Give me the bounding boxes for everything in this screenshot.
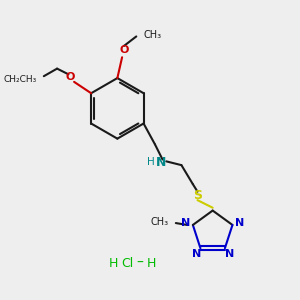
Text: N: N — [192, 249, 202, 259]
Text: N: N — [155, 156, 166, 169]
Text: CH₂CH₃: CH₂CH₃ — [3, 74, 36, 83]
Text: –: – — [136, 256, 143, 270]
Text: O: O — [66, 72, 75, 82]
Text: H: H — [109, 257, 118, 270]
Text: Cl: Cl — [122, 257, 134, 270]
Text: CH₃: CH₃ — [144, 30, 162, 40]
Text: S: S — [193, 189, 202, 202]
Text: O: O — [119, 45, 129, 55]
Text: N: N — [225, 249, 234, 259]
Text: N: N — [235, 218, 244, 228]
Text: H: H — [147, 257, 156, 270]
Text: N: N — [181, 218, 190, 228]
Text: CH₃: CH₃ — [150, 217, 168, 227]
Text: H: H — [147, 157, 155, 167]
